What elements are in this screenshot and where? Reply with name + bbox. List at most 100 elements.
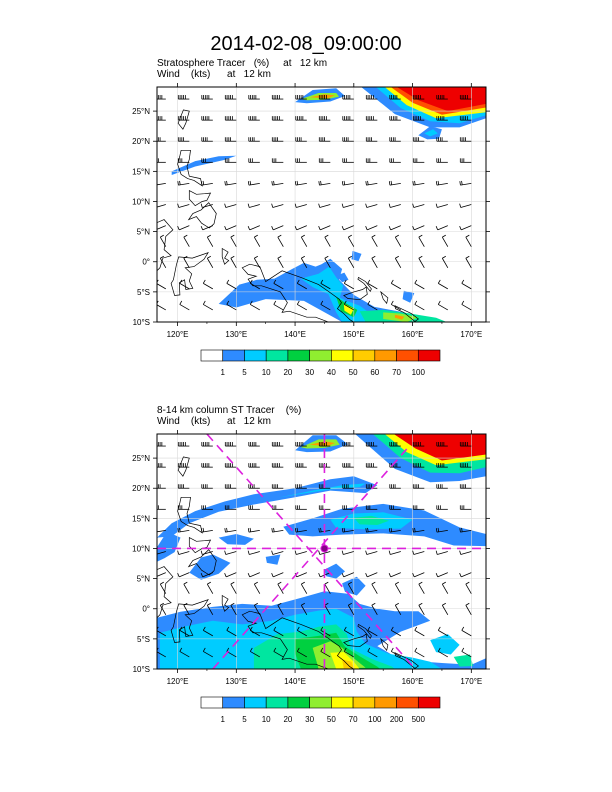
wind-barb [177, 95, 190, 100]
wind-barb [177, 158, 190, 163]
wind-barb [224, 484, 237, 489]
wind-barb [441, 234, 449, 247]
wind-barb [271, 550, 284, 555]
coastline [221, 594, 230, 612]
wind-barb [320, 300, 331, 311]
wind-barb [271, 180, 284, 186]
colorbar-box [331, 696, 354, 709]
wind-barb [367, 626, 378, 637]
coastline [357, 623, 372, 639]
colorbar-label: 30 [305, 715, 314, 724]
wind-barb [177, 572, 190, 578]
wind-barb [230, 581, 237, 594]
wind-barb [183, 255, 190, 268]
wind-barb [390, 300, 402, 311]
wind-barb [342, 116, 354, 121]
marker-point [320, 544, 329, 553]
wind-barb [320, 626, 331, 637]
y-tick-label: 10°N [132, 197, 150, 206]
coastline [187, 549, 217, 576]
wind-barb [412, 550, 425, 555]
colorbar-label: 1 [221, 368, 226, 377]
wind-barb [296, 647, 308, 658]
tracer-contour-fill [189, 554, 231, 580]
coastline [380, 637, 389, 652]
wind-barb [461, 279, 472, 290]
wind-barb [294, 203, 307, 208]
wind-barb [157, 505, 166, 510]
coastline [380, 290, 389, 305]
colorbar-box [396, 696, 419, 709]
tracer-contour-fill [393, 434, 486, 461]
wind-barb [224, 225, 237, 231]
colorbar-box [244, 696, 267, 709]
wind-barb [347, 255, 355, 268]
wind-barb [224, 572, 237, 578]
wind-barb [389, 95, 401, 100]
wind-barb [324, 581, 331, 594]
wind-barb [343, 279, 355, 290]
wind-barb [365, 225, 378, 231]
wind-barb [412, 572, 425, 578]
wind-barb [343, 300, 355, 311]
tracer-contour-fill [336, 272, 349, 283]
wind-barb [200, 203, 213, 208]
wind-barb [206, 581, 214, 594]
wind-barb [177, 550, 190, 555]
coastline [177, 496, 203, 534]
wind-barb [365, 463, 378, 468]
wind-barb [201, 137, 213, 142]
x-tick-label: 130°E [225, 677, 247, 686]
wind-barb [157, 158, 166, 163]
wind-barb [365, 442, 378, 447]
colorbar-label: 10 [262, 715, 271, 724]
wind-barb [300, 581, 308, 594]
tracer-contour-fill [157, 476, 378, 538]
colorbar-box [265, 696, 289, 709]
wind-barb [365, 158, 378, 163]
wind-barb [201, 95, 213, 100]
colorbar-box [287, 696, 310, 709]
wind-barb [459, 180, 472, 186]
wind-barb [436, 505, 448, 510]
wind-barb [179, 626, 190, 637]
colorbar-box [352, 696, 376, 709]
wind-barb [271, 463, 284, 468]
wind-barb [412, 225, 425, 231]
wind-barb [342, 158, 354, 163]
wind-barb [414, 647, 425, 658]
coastline [157, 219, 174, 272]
coastline [177, 109, 190, 130]
tracer-contour-fill [430, 634, 460, 655]
panel2-title: 8-14 km column ST Tracer (%) Wind (kts) a… [157, 405, 301, 427]
wind-barb [318, 95, 331, 100]
wind-barb [341, 225, 354, 231]
wind-barb [159, 255, 167, 268]
wind-barb [412, 527, 425, 533]
wind-barb [159, 602, 167, 615]
panel2-plot: 120°E 130°E 140°E 150°E 160°E 170°E 25°N 20°N 15… [132, 430, 490, 686]
wind-barb [224, 203, 237, 208]
wind-barb [200, 572, 213, 578]
wind-barb [324, 602, 331, 615]
wind-barb [295, 158, 307, 163]
wind-barb [248, 484, 260, 489]
wind-barb [271, 137, 284, 142]
wind-barb [273, 300, 284, 311]
y-tick-label: 15°N [132, 167, 150, 176]
wind-barb [157, 530, 166, 533]
wind-barb [224, 463, 237, 468]
coastline [394, 652, 419, 669]
wind-barb [389, 158, 401, 163]
wind-barb [183, 234, 190, 247]
colorbar-box [374, 349, 397, 362]
colorbar-box [222, 349, 245, 362]
x-tick-label: 120°E [167, 330, 189, 339]
wind-barb [342, 137, 354, 142]
colorbar-label: 50 [327, 715, 336, 724]
tracer-contour-fill [171, 155, 237, 175]
wind-barb [247, 203, 260, 208]
wind-barb [390, 647, 402, 658]
wind-barb [365, 95, 378, 100]
x-tick-label: 170°E [460, 677, 482, 686]
